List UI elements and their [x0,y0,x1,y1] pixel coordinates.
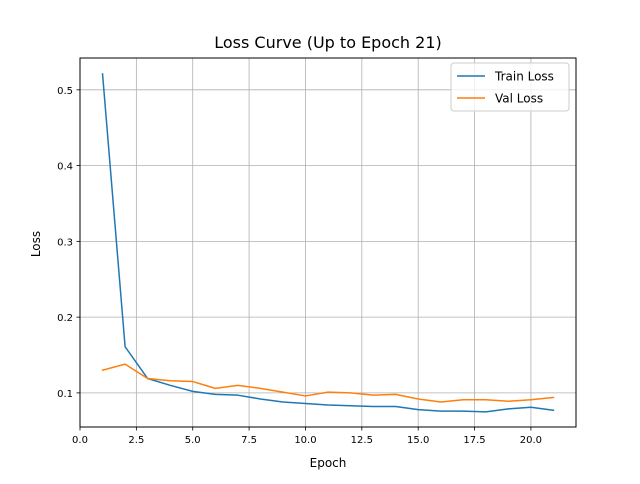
x-tick-label: 2.5 [128,435,144,446]
x-axis-label: Epoch [310,456,347,470]
x-tick-label: 7.5 [241,435,257,446]
y-tick-label: 0.1 [57,389,73,400]
plot-area [80,58,576,427]
x-tick-label: 5.0 [185,435,201,446]
x-tick-label: 15.0 [407,435,429,446]
legend-label-val: Val Loss [495,92,543,106]
y-tick-label: 0.3 [57,237,73,248]
y-axis-label: Loss [29,231,43,257]
x-tick-label: 0.0 [72,435,88,446]
x-tick-label: 17.5 [463,435,485,446]
legend-label-train: Train Loss [494,70,554,84]
y-tick-label: 0.5 [57,86,73,97]
y-tick-label: 0.2 [57,313,73,324]
y-tick-label: 0.4 [57,162,73,173]
legend: Train Loss Val Loss [451,63,569,111]
chart-title: Loss Curve (Up to Epoch 21) [214,33,442,52]
x-tick-label: 10.0 [294,435,316,446]
x-tick-label: 20.0 [520,435,542,446]
x-tick-label: 12.5 [351,435,373,446]
